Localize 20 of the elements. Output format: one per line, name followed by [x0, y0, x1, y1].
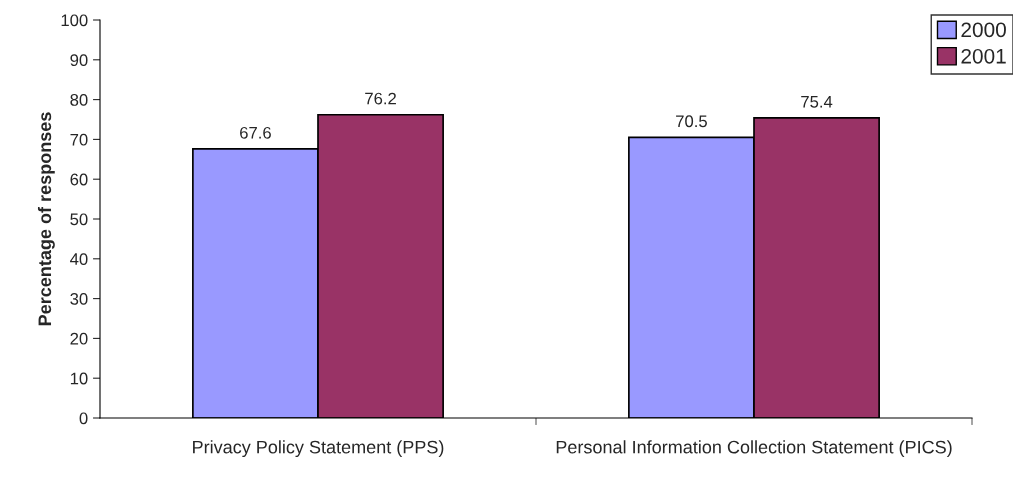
legend-label: 2000 — [961, 22, 1006, 38]
y-axis-title: Percentage of responses — [37, 112, 55, 326]
y-tick-label: 0 — [79, 412, 88, 425]
y-tick-label: 90 — [70, 54, 88, 66]
legend-label: 2001 — [961, 48, 1006, 64]
y-tick-label: 10 — [70, 372, 88, 385]
data-label: 76.2 — [365, 92, 396, 105]
y-tick-label: 50 — [70, 213, 88, 226]
data-label: 70.5 — [676, 115, 707, 128]
y-tick-label: 70 — [70, 133, 88, 146]
y-tick-label: 100 — [61, 14, 88, 27]
y-tick-label: 20 — [70, 332, 88, 345]
data-label: 67.6 — [240, 126, 271, 139]
data-label: 75.4 — [801, 96, 833, 108]
y-tick-label: 40 — [70, 253, 88, 265]
x-tick-label: Privacy Policy Statement (PPS) — [193, 440, 444, 458]
y-tick-label: 30 — [70, 293, 88, 305]
x-tick-label: Personal Information Collection Statement (PICS) — [556, 440, 952, 458]
y-tick-label: 80 — [70, 94, 88, 106]
y-tick-label: 60 — [70, 173, 88, 186]
